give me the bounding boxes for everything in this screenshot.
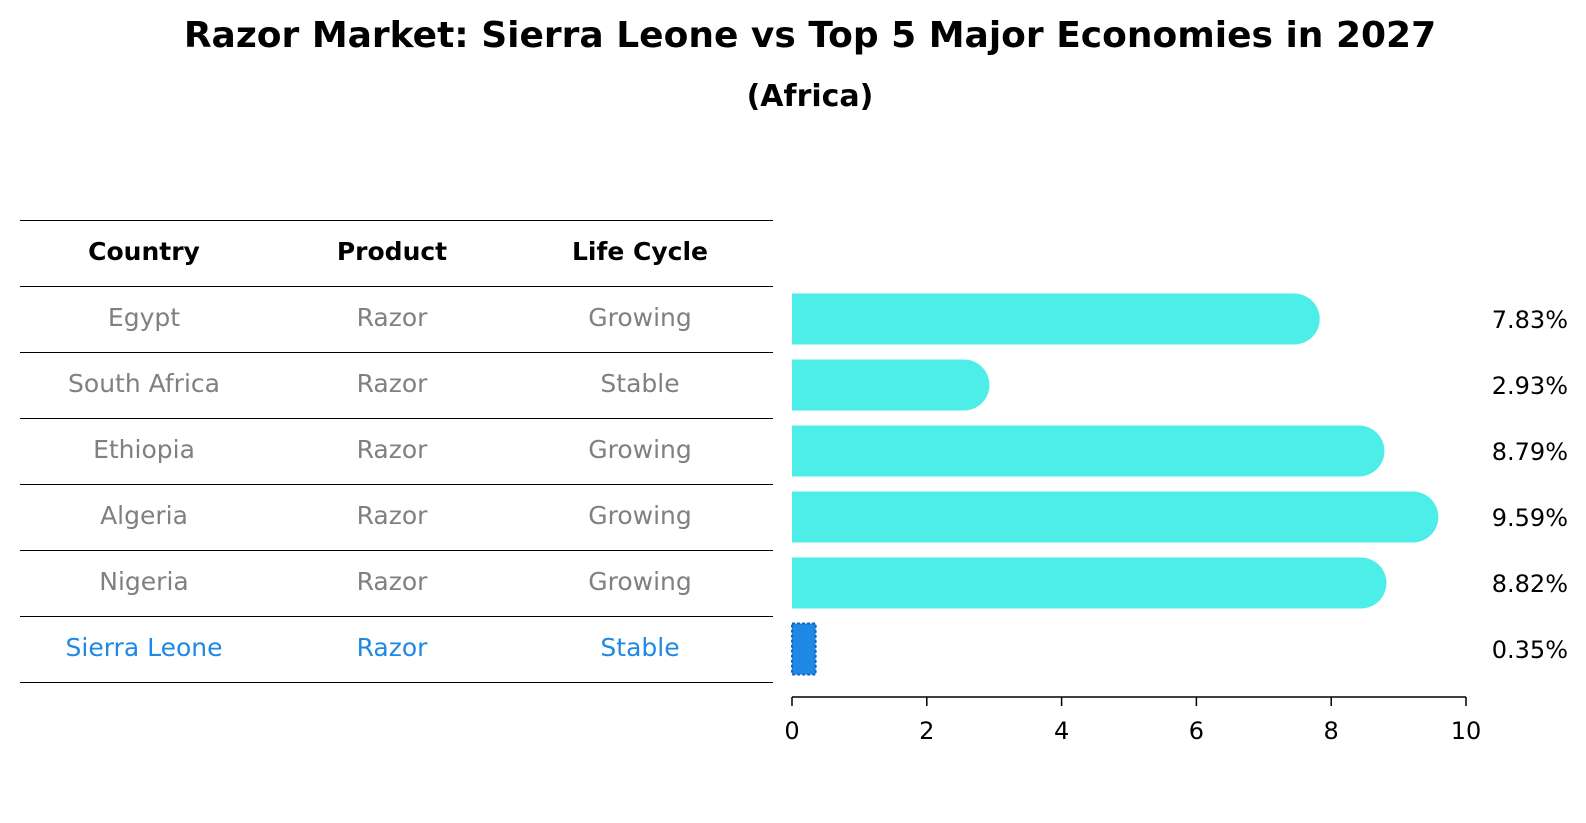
data-label: 7.83% <box>1492 306 1568 334</box>
data-label: 8.82% <box>1492 570 1568 598</box>
bar <box>792 557 1387 609</box>
chart-subtitle: (Africa) <box>746 79 874 114</box>
bar-highlight <box>791 622 817 676</box>
table-rule <box>20 484 773 485</box>
table-rule <box>20 352 773 353</box>
table-cell-country: Egypt <box>107 303 181 332</box>
bar <box>792 425 1385 477</box>
table-cell-country: Ethiopia <box>93 435 195 464</box>
table-cell-product: Razor <box>356 303 428 332</box>
data-label: 9.59% <box>1492 504 1568 532</box>
table-rule <box>20 286 773 287</box>
x-tick-label: 8 <box>1324 717 1339 745</box>
bar <box>792 491 1439 543</box>
table-cell-life-cycle: Growing <box>588 501 692 530</box>
data-label: 8.79% <box>1492 438 1568 466</box>
column-header-product: Product <box>336 237 448 266</box>
table-cell-life-cycle: Growing <box>588 303 692 332</box>
column-header-life-cycle: Life Cycle <box>571 237 709 266</box>
table-cell-country: South Africa <box>68 369 220 398</box>
table-cell-product: Razor <box>356 501 428 530</box>
column-header-country: Country <box>88 237 200 266</box>
table-cell-product: Razor <box>356 369 428 398</box>
table-cell-country: Nigeria <box>99 567 189 596</box>
table-rule <box>20 550 773 551</box>
chart-title: Razor Market: Sierra Leone vs Top 5 Majo… <box>183 15 1437 56</box>
table-cell-life-cycle-highlight: Stable <box>600 633 680 662</box>
table-rule <box>20 616 773 617</box>
table-cell-life-cycle: Stable <box>600 369 680 398</box>
table-cell-life-cycle: Growing <box>588 567 692 596</box>
table-rule <box>20 220 773 221</box>
x-tick-label: 4 <box>1054 717 1069 745</box>
table-cell-life-cycle: Growing <box>588 435 692 464</box>
x-tick-label: 6 <box>1189 717 1204 745</box>
bar <box>792 293 1320 345</box>
bar <box>792 359 990 411</box>
table-cell-product: Razor <box>356 567 428 596</box>
table-cell-country: Algeria <box>100 501 188 530</box>
x-tick-label: 2 <box>919 717 934 745</box>
table-cell-product-highlight: Razor <box>356 633 428 662</box>
x-tick-label: 10 <box>1451 717 1482 745</box>
table-cell-product: Razor <box>356 435 428 464</box>
data-label: 0.35% <box>1492 636 1568 664</box>
table-cell-country-highlight: Sierra Leone <box>65 633 223 662</box>
table-rule <box>20 682 773 683</box>
table-rule <box>20 418 773 419</box>
data-table: Country Product Life Cycle Egypt Razor G… <box>0 0 790 823</box>
data-label: 2.93% <box>1492 372 1568 400</box>
x-tick-label: 0 <box>784 717 799 745</box>
